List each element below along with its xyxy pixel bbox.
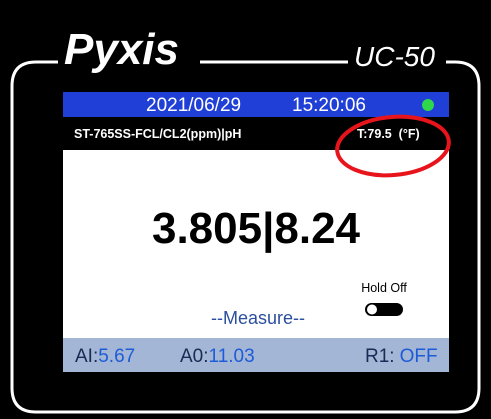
hold-label: Hold Off: [361, 281, 407, 295]
output-label: A0:: [180, 346, 209, 367]
output-ai: AI:5.67: [75, 346, 135, 367]
model-label: UC-50: [354, 41, 435, 72]
status-dot: [422, 99, 434, 111]
time: 15:20:06: [292, 95, 366, 116]
header-bar: [63, 92, 449, 117]
page: {"device": {"brand": "Pyxis", "model": "…: [0, 0, 491, 419]
output-value: 11.03: [209, 346, 255, 367]
output-ao: A0:11.03: [180, 346, 255, 367]
output-label: R1:: [365, 346, 395, 367]
mode: --Measure--: [211, 308, 305, 328]
output-r1: R1:OFF: [365, 346, 438, 367]
output-value: OFF: [400, 346, 438, 367]
sensor-name: ST-765SS-FCL/CL2(ppm)|pH: [74, 127, 241, 141]
date: 2021/06/29: [146, 95, 241, 116]
toggle-knob: [367, 305, 377, 315]
output-value: 5.67: [98, 346, 135, 367]
reading: 3.805|8.24: [152, 204, 361, 254]
brand-logo: Pyxis: [64, 25, 179, 74]
device-screenshot: Pyxis UC-50 2021/06/29 15:20:06 ST-765SS…: [0, 0, 491, 419]
temperature: T:79.5 (°F): [357, 127, 420, 141]
output-label: AI:: [75, 346, 98, 367]
